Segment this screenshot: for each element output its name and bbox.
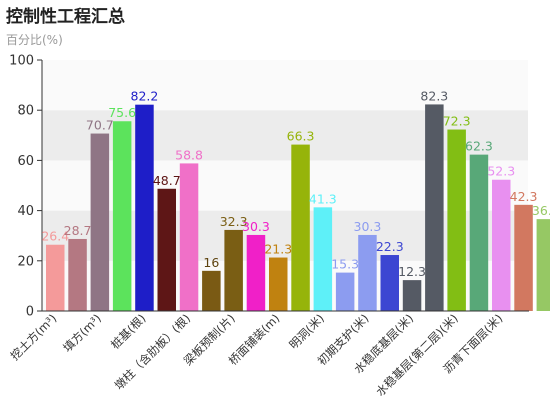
bar xyxy=(380,255,399,311)
bar xyxy=(291,144,310,311)
data-label: 52.3 xyxy=(487,164,515,179)
bar xyxy=(68,238,87,311)
bar xyxy=(447,129,466,311)
x-tick: 墩柱（含肋板）(根) xyxy=(112,311,193,392)
y-tick-label: 0 xyxy=(26,305,34,320)
bar xyxy=(224,229,243,311)
x-tick: 桩基(根) xyxy=(108,311,149,352)
bar xyxy=(514,204,533,311)
bar xyxy=(112,121,132,311)
y-tick-label: 60 xyxy=(17,154,34,169)
data-label: 36.6 xyxy=(532,203,550,218)
y-tick-label: 40 xyxy=(17,204,34,219)
bar xyxy=(335,272,355,311)
grid-band xyxy=(42,60,528,111)
bar xyxy=(358,234,377,311)
data-label: 41.3 xyxy=(309,191,337,206)
bar-group xyxy=(46,104,550,311)
data-label: 58.8 xyxy=(175,147,203,162)
data-label: 42.3 xyxy=(510,189,538,204)
bar xyxy=(402,280,422,311)
data-label-group: 26.428.770.775.682.248.758.81632.330.321… xyxy=(41,88,550,279)
x-tick-label: 桩基(根) xyxy=(108,311,149,352)
bar xyxy=(492,179,511,311)
bar xyxy=(469,154,489,311)
data-label: 30.3 xyxy=(354,219,382,234)
data-label: 16 xyxy=(203,255,219,270)
data-label: 21.3 xyxy=(264,242,292,257)
y-axis: 0 20 40 60 80 100 xyxy=(9,54,43,320)
bar xyxy=(536,219,550,311)
y-tick-label: 100 xyxy=(9,54,34,69)
data-label: 30.3 xyxy=(242,219,270,234)
chart-subtitle: 百分比(%) xyxy=(6,33,63,47)
data-label: 72.3 xyxy=(443,114,471,129)
data-label: 28.7 xyxy=(64,223,92,238)
bar xyxy=(202,270,221,311)
data-label: 82.3 xyxy=(420,88,448,103)
data-label: 48.7 xyxy=(153,173,181,188)
data-label: 70.7 xyxy=(86,118,114,133)
bar xyxy=(179,163,199,311)
data-label: 22.3 xyxy=(376,239,404,254)
x-tick-label: 明洞(米) xyxy=(286,311,327,352)
data-label: 32.3 xyxy=(220,214,248,229)
bar xyxy=(425,104,444,311)
y-tick-label: 80 xyxy=(17,104,34,119)
data-label: 26.4 xyxy=(41,229,69,244)
x-axis: 挖土方(m³) 填方(m³) 桩基(根)墩柱（含肋板）(根)梁板预制(片)桥面铺装(… xyxy=(8,310,529,399)
x-tick-label: 墩柱（含肋板）(根) xyxy=(112,311,193,392)
data-label: 82.2 xyxy=(131,89,159,104)
x-tick-label: 填方(m³) xyxy=(60,311,104,355)
x-tick: 水稳基层(第二层)(米) xyxy=(373,311,461,399)
data-label: 15.3 xyxy=(331,257,359,272)
bar xyxy=(90,133,110,311)
x-tick-label: 水稳基层(第二层)(米) xyxy=(373,311,461,399)
bar xyxy=(269,257,288,311)
chart-title: 控制性工程汇总 xyxy=(6,7,125,27)
data-label: 12.3 xyxy=(398,264,426,279)
x-tick: 明洞(米) xyxy=(286,311,327,352)
bar xyxy=(313,207,333,311)
x-tick: 填方(m³) xyxy=(60,311,104,355)
data-label: 66.3 xyxy=(287,129,315,144)
data-label: 75.6 xyxy=(108,105,136,120)
bar xyxy=(46,244,65,311)
bar xyxy=(135,104,154,311)
bar xyxy=(246,234,266,311)
data-label: 62.3 xyxy=(465,139,493,154)
bar xyxy=(157,188,176,311)
y-tick-label: 20 xyxy=(17,254,34,269)
